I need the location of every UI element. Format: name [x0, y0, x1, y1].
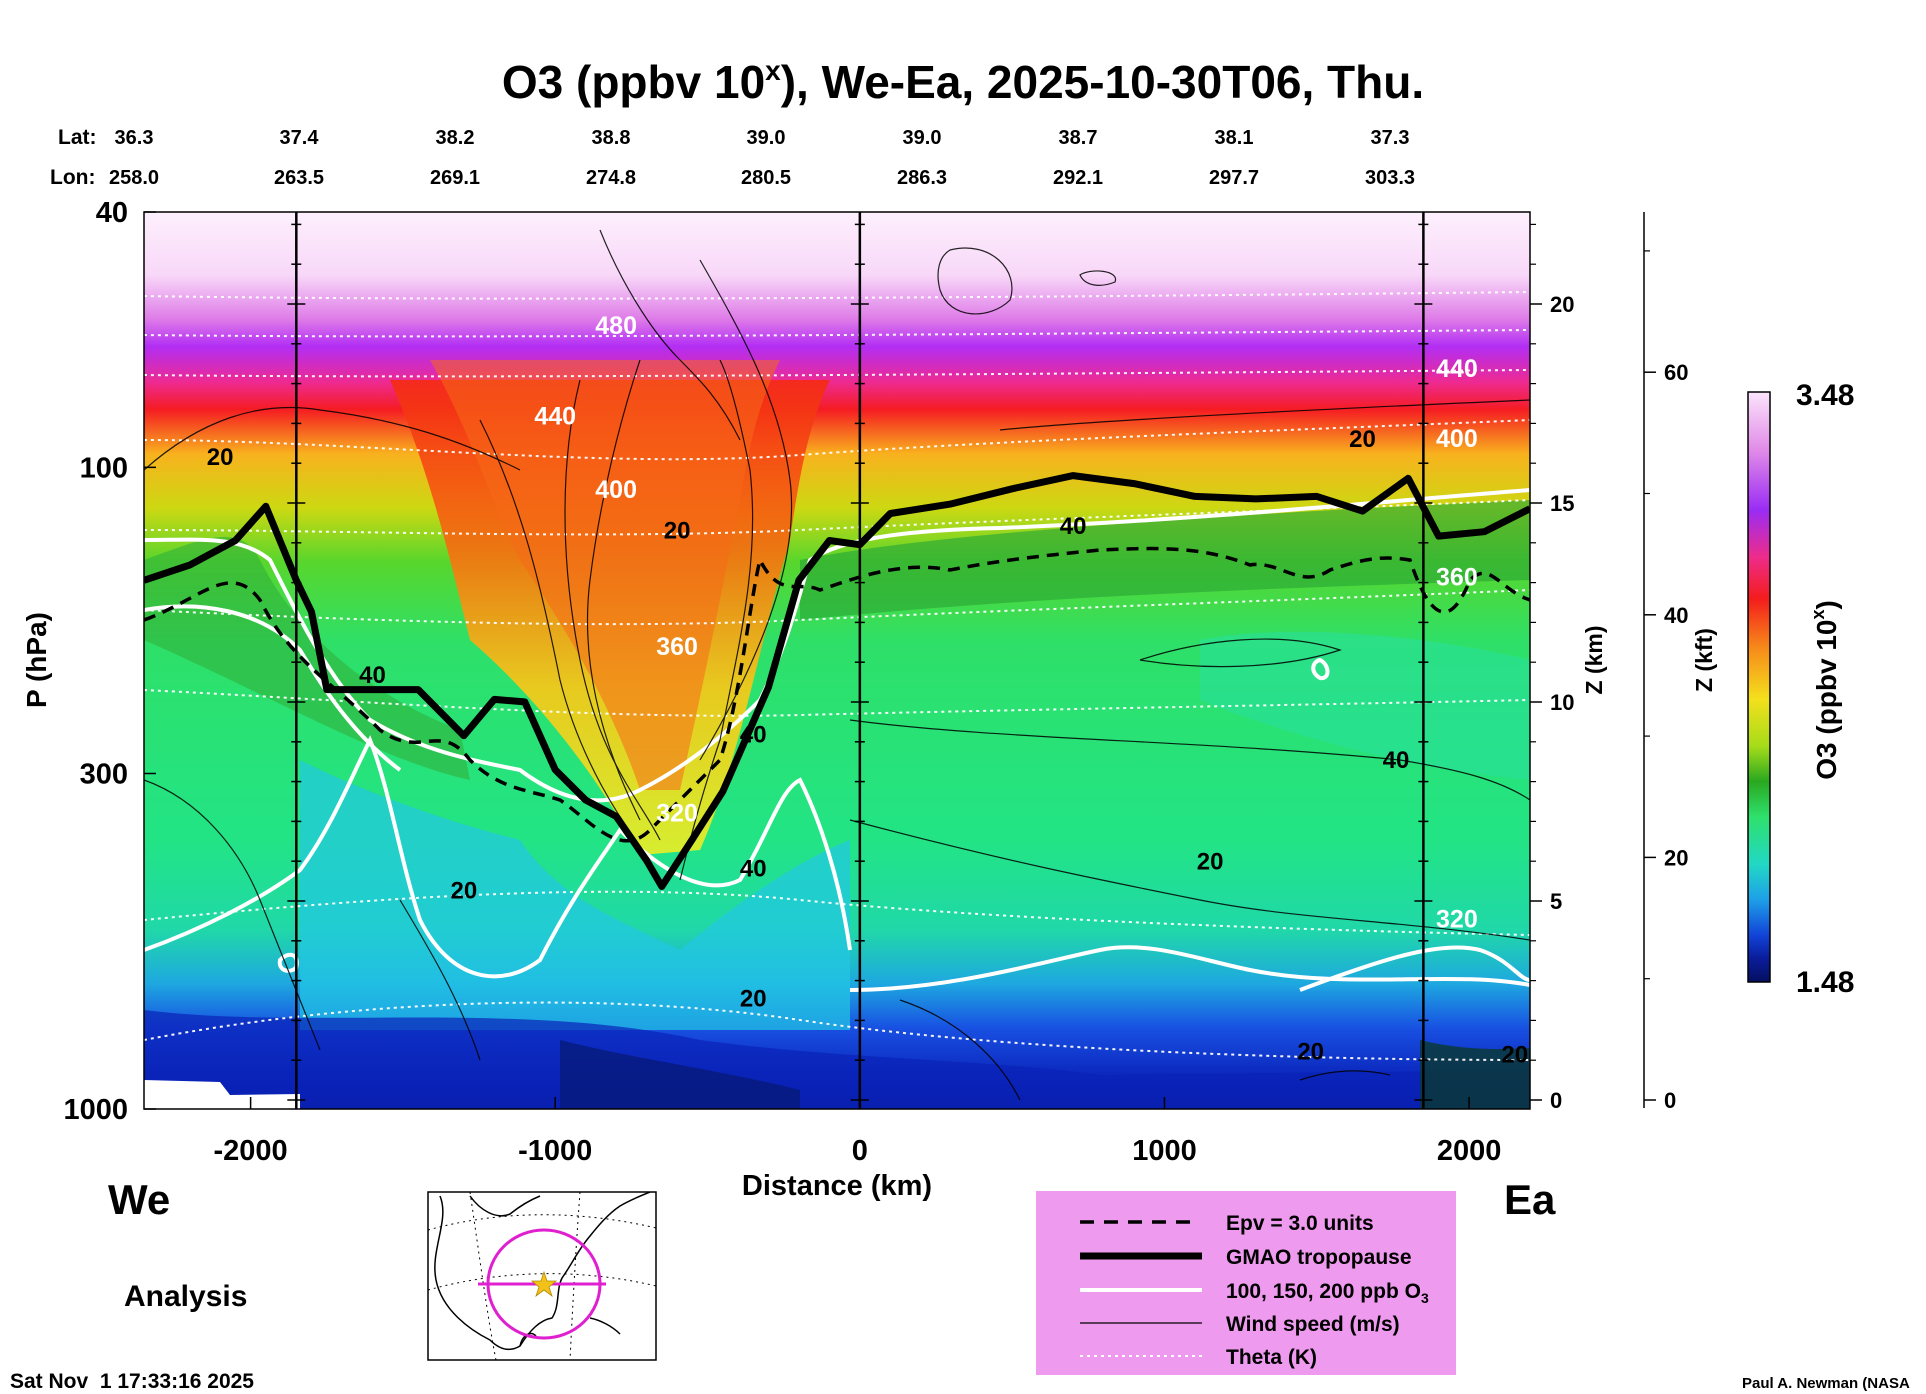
y-axis-z-km: 0 5 10 15 20: [1530, 223, 1574, 1113]
legend-tropopause: GMAO tropopause: [1226, 1246, 1412, 1269]
lat-value: 37.3: [1371, 127, 1410, 149]
wind-speed-label: 20: [1349, 426, 1376, 453]
colorbar-max-label: 3.48: [1796, 379, 1854, 412]
chart-title: O3 (ppbv 10x), We-Ea, 2025-10-30T06, Thu…: [502, 55, 1424, 108]
lon-value: 303.3: [1365, 167, 1415, 189]
plot-frame: [143, 211, 1531, 1110]
x-tick-label: -2000: [214, 1135, 288, 1167]
wind-speed-label: 40: [1060, 513, 1087, 540]
y-tick-label: 300: [80, 758, 128, 790]
z-km-tick-label: 5: [1550, 889, 1562, 914]
z-kft-tick-label: 40: [1664, 603, 1688, 628]
wind-speed-label: 20: [664, 518, 691, 545]
legend-theta: Theta (K): [1226, 1346, 1317, 1369]
z-km-axis-title: Z (km): [1581, 626, 1607, 695]
wind-speed-label: 40: [740, 855, 767, 882]
theta-label: 400: [595, 476, 637, 504]
z-km-tick-label: 0: [1550, 1088, 1562, 1113]
wind-speed-label: 40: [359, 662, 386, 689]
lat-value: 38.1: [1215, 127, 1254, 149]
lat-value: 38.8: [592, 127, 631, 149]
z-km-tick-label: 10: [1550, 690, 1574, 715]
theta-labels: 480 440 400 360 320 440 400 360 320: [534, 312, 1477, 934]
theta-label: 440: [1436, 355, 1478, 383]
y-tick-label: 40: [96, 197, 128, 229]
theta-label: 440: [534, 402, 576, 430]
lat-value: 37.4: [280, 127, 320, 149]
lat-lon-labels: 36.3 37.4 38.2 38.8 39.0 39.0 38.7 38.1 37.3 258.…: [109, 127, 1415, 189]
lon-value: 274.8: [586, 167, 636, 189]
wind-speed-label: 20: [1197, 849, 1224, 876]
lat-value: 39.0: [903, 127, 942, 149]
x-axis-title: Distance (km): [742, 1170, 932, 1202]
vertical-markers: [287, 212, 1433, 1109]
lat-value: 38.2: [436, 127, 475, 149]
wind-speed-label: 20: [1501, 1042, 1528, 1069]
inset-map: [427, 1191, 657, 1361]
lat-row-label: Lat:: [58, 126, 97, 149]
analysis-label: Analysis: [124, 1280, 247, 1313]
x-tick-label: 0: [852, 1135, 868, 1167]
lon-value: 292.1: [1053, 167, 1103, 189]
east-label: Ea: [1504, 1176, 1556, 1223]
z-km-tick-label: 20: [1550, 292, 1574, 317]
tropopause-line: [144, 472, 1530, 890]
lon-value: 280.5: [741, 167, 791, 189]
y-axis-pressure: 40 100 300 1000: [63, 197, 156, 1126]
lon-value: 269.1: [430, 167, 480, 189]
x-axis: -2000 -1000 0 1000 2000: [214, 1097, 1502, 1167]
legend-epv: Epv = 3.0 units: [1226, 1212, 1374, 1235]
wind-speed-label: 20: [740, 985, 767, 1012]
theta-label: 360: [1436, 564, 1478, 592]
wind-speed-label: 20: [1297, 1038, 1324, 1065]
y-axis-title: P (hPa): [21, 612, 52, 708]
lon-row-label: Lon:: [50, 166, 95, 189]
wind-speed-label: 40: [740, 722, 767, 749]
ozone-field: 480 440 400 360 320 440 400 360 320 20 20 20 40 40 40…: [144, 212, 1530, 1109]
credit: Paul A. Newman (NASA: [1742, 1375, 1910, 1392]
legend-ozone-contours: 100, 150, 200 ppb O3: [1226, 1280, 1429, 1306]
theta-label: 400: [1436, 425, 1478, 453]
lat-value: 39.0: [747, 127, 786, 149]
z-kft-tick-label: 0: [1664, 1088, 1676, 1113]
lon-value: 258.0: [109, 167, 159, 189]
colorbar-min-label: 1.48: [1796, 966, 1854, 999]
y-tick-label: 1000: [63, 1094, 128, 1126]
colorbar: [1747, 391, 1771, 983]
z-kft-axis-title: Z (kft): [1691, 628, 1717, 692]
legend-wind: Wind speed (m/s): [1226, 1313, 1400, 1336]
timestamp: Sat Nov 1 17:33:16 2025: [10, 1370, 254, 1393]
theta-label: 480: [595, 312, 637, 340]
map-star-icon: [530, 1270, 558, 1298]
wind-speed-label: 20: [450, 878, 477, 905]
theta-label: 320: [656, 799, 698, 827]
theta-label: 360: [656, 633, 698, 661]
colorbar-title: O3 (ppbv 10x): [1808, 600, 1842, 780]
y-tick-label: 100: [80, 452, 128, 484]
z-kft-tick-label: 60: [1664, 360, 1688, 385]
lon-value: 286.3: [897, 167, 947, 189]
z-km-tick-label: 15: [1550, 491, 1574, 516]
wind-speed-label: 40: [1383, 747, 1410, 774]
lat-value: 38.7: [1059, 127, 1098, 149]
legend: Epv = 3.0 units GMAO tropopause 100, 150…: [1036, 1191, 1456, 1375]
x-tick-label: 1000: [1132, 1135, 1197, 1167]
lat-value: 36.3: [115, 127, 154, 149]
epv-line: [144, 546, 1530, 843]
wind-speed-labels: 20 20 20 40 40 40 40 20 20 40 20 20 20: [207, 426, 1528, 1069]
x-tick-label: -1000: [518, 1135, 592, 1167]
lon-value: 263.5: [274, 167, 324, 189]
theta-label: 320: [1436, 906, 1478, 934]
west-label: We: [108, 1176, 170, 1223]
wind-speed-label: 20: [207, 444, 234, 471]
x-tick-label: 2000: [1437, 1135, 1502, 1167]
y-axis-z-kft: 0 20 40 60: [1643, 212, 1688, 1113]
lon-value: 297.7: [1209, 167, 1259, 189]
z-kft-tick-label: 20: [1664, 845, 1688, 870]
